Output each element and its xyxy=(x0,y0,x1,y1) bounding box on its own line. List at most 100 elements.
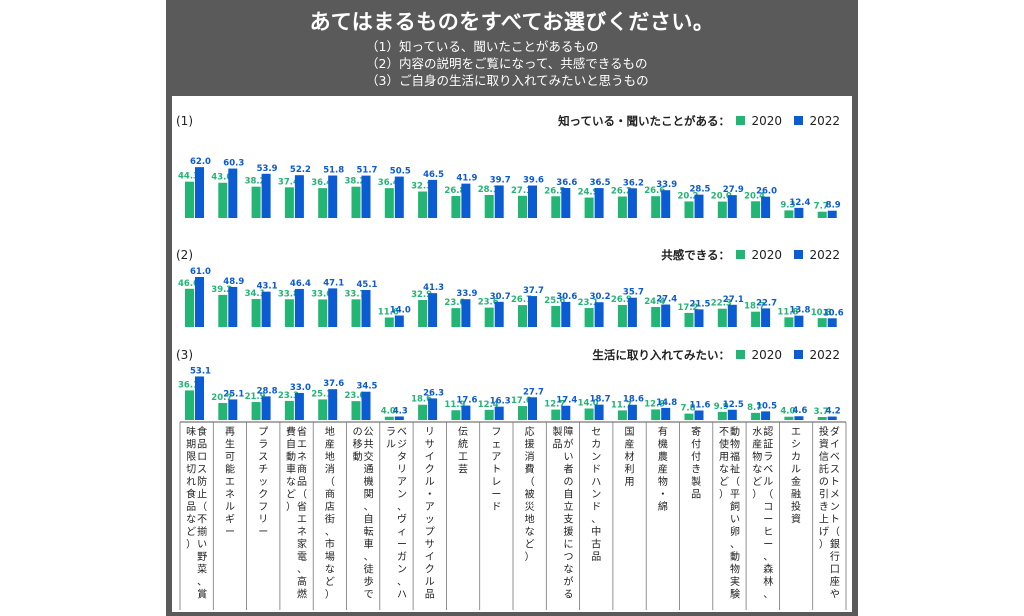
category-label: 有機農産物・綿 xyxy=(658,425,668,513)
bar-chart: (1) 2022 2020 知っている・聞いたことがある： 44.3 62.043.0 60… xyxy=(172,96,852,612)
data-label: 41.9 xyxy=(456,174,477,184)
bar xyxy=(827,416,837,420)
data-label: 10.5 xyxy=(756,401,777,411)
bar xyxy=(584,308,594,327)
data-label: 62.0 xyxy=(190,157,211,167)
data-label: 33.6 xyxy=(311,289,332,299)
data-label: 11.6 xyxy=(690,400,711,410)
data-label: 12.7 xyxy=(544,400,565,410)
bar xyxy=(651,306,661,327)
bar xyxy=(594,404,604,420)
legend-title: 生活に取り入れてみたい： xyxy=(592,348,730,362)
bar xyxy=(384,317,394,327)
data-label: 17.0 xyxy=(511,396,532,406)
bar xyxy=(185,181,194,218)
data-label: 11.8 xyxy=(777,307,798,317)
legend-title: 知っている・聞いたことがある： xyxy=(557,114,730,128)
category-label: 省エネ商品（省エネ家電、高燃費自動車など） xyxy=(286,425,307,601)
category-label: 障がい者の自立支援につながる製品 xyxy=(552,425,573,601)
data-label: 21.9 xyxy=(245,392,266,402)
question-title: あてはまるものをすべてお選びください。 xyxy=(309,10,715,34)
data-label: 7.8 xyxy=(680,404,695,414)
data-label: 61.0 xyxy=(190,267,211,277)
bar xyxy=(827,318,837,327)
category-label: 認証ラベル（コーヒー、森林、水産物など） xyxy=(752,425,773,601)
bar xyxy=(428,293,438,327)
data-label: 28.8 xyxy=(257,386,278,396)
bar xyxy=(751,311,761,327)
bar xyxy=(228,399,238,420)
data-label: 22.3 xyxy=(711,299,732,309)
bar xyxy=(727,409,737,420)
bar xyxy=(451,410,461,420)
data-label: 14.0 xyxy=(578,399,599,409)
bar xyxy=(251,402,261,420)
data-label: 30.7 xyxy=(490,292,511,302)
category-label: 寄付付き製品 xyxy=(691,425,701,501)
bar xyxy=(751,201,761,218)
bar xyxy=(484,194,494,218)
bar xyxy=(551,306,561,327)
legend-label-2022: 2022 xyxy=(809,348,840,362)
data-label: 50.5 xyxy=(390,167,411,177)
category-label: 公共交通機関、自転車、徒歩での移動 xyxy=(353,427,374,601)
data-label: 45.1 xyxy=(357,280,378,290)
data-label: 26.7 xyxy=(511,295,532,305)
data-label: 11.7 xyxy=(611,400,632,410)
data-label: 48.9 xyxy=(223,277,244,287)
data-label: 28.1 xyxy=(478,185,499,195)
bar xyxy=(284,400,294,420)
data-label: 38.2 xyxy=(245,177,266,187)
data-label: 23.0 xyxy=(444,298,465,308)
bar xyxy=(561,405,571,420)
bar xyxy=(551,409,561,420)
data-label: 37.7 xyxy=(523,286,544,296)
subtitle-2: （2）内容の説明をご覧になって、共感できるもの xyxy=(366,56,648,71)
bar xyxy=(794,315,804,327)
data-label: 17.6 xyxy=(456,396,477,406)
bar xyxy=(528,185,537,218)
bar xyxy=(418,300,428,327)
data-label: 17.4 xyxy=(556,396,577,406)
bar xyxy=(261,291,271,327)
data-label: 46.6 xyxy=(178,279,199,289)
bar xyxy=(328,389,338,420)
data-label: 33.9 xyxy=(456,289,477,299)
bar xyxy=(684,413,694,420)
data-label: 26.9 xyxy=(611,295,632,305)
data-label: 4.6 xyxy=(792,406,807,416)
bar xyxy=(694,194,704,218)
bar xyxy=(328,288,338,327)
bar xyxy=(228,168,238,218)
legend-swatch-2022 xyxy=(794,116,803,125)
data-label: 53.1 xyxy=(190,366,211,376)
bar xyxy=(717,308,727,327)
data-label: 47.1 xyxy=(323,278,344,288)
category-label: ベジタリアン、ヴィーガン、ハラル xyxy=(386,426,407,601)
data-label: 27.1 xyxy=(511,186,532,196)
bar xyxy=(195,376,204,420)
bar xyxy=(651,409,661,420)
bar xyxy=(528,296,537,327)
bar xyxy=(195,276,204,327)
bar xyxy=(461,183,471,218)
data-label: 18.6 xyxy=(623,395,644,405)
legend-label-2022: 2022 xyxy=(809,114,840,128)
bar xyxy=(561,301,571,327)
data-label: 46.4 xyxy=(290,279,311,289)
bar xyxy=(195,167,204,218)
data-label: 21.5 xyxy=(690,299,711,309)
category-label: プラスチックフリー xyxy=(258,426,268,538)
data-label: 36.2 xyxy=(623,178,644,188)
bar xyxy=(361,290,371,327)
bar xyxy=(351,186,361,218)
bar xyxy=(394,176,404,218)
bar xyxy=(428,179,438,218)
data-label: 34.1 xyxy=(245,289,266,299)
data-label: 28.5 xyxy=(690,185,711,195)
bar xyxy=(294,288,304,327)
data-label: 43.1 xyxy=(257,282,278,292)
legend-label-2022: 2022 xyxy=(809,248,840,262)
data-label: 39.2 xyxy=(211,285,232,295)
